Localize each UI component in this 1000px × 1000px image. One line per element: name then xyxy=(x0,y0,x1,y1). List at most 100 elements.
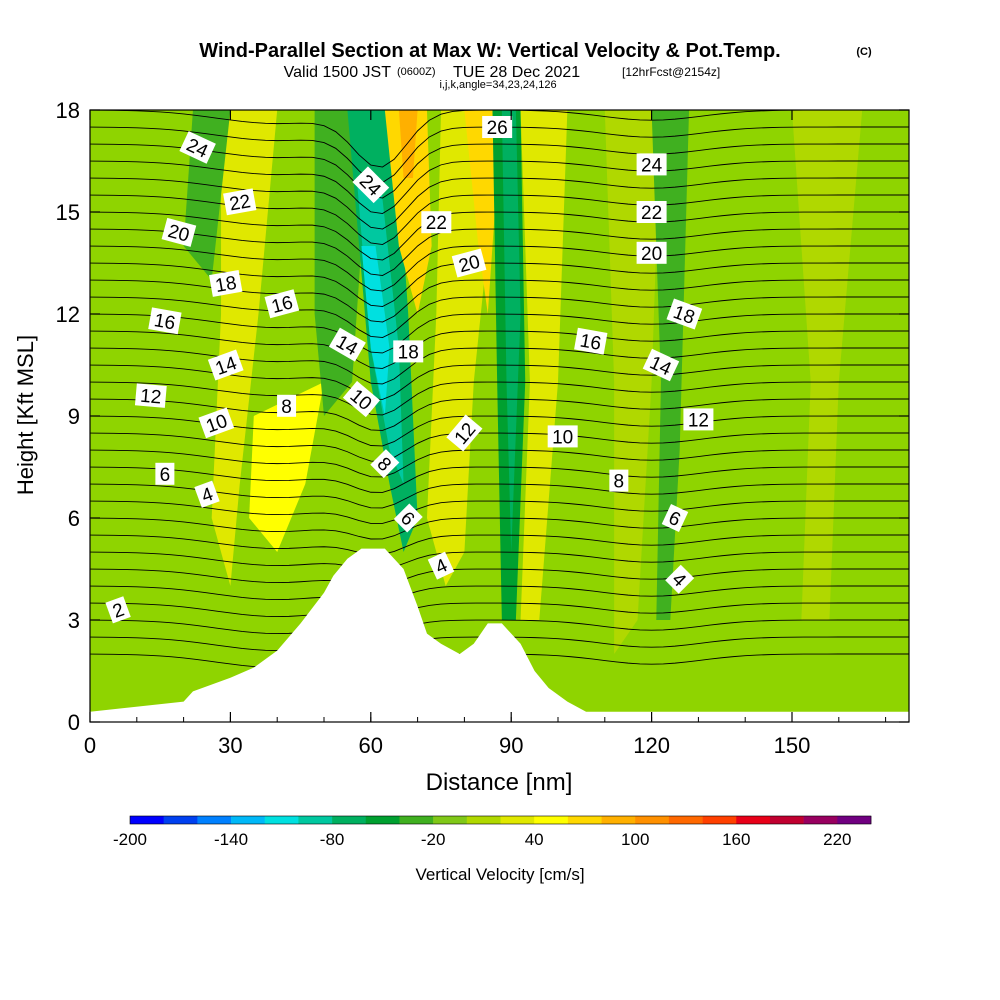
grid-info: i,j,k,angle=34,23,24,126 xyxy=(439,79,556,91)
contour-label-box xyxy=(352,166,390,204)
colorbar-tick-label: -80 xyxy=(320,830,345,849)
theta-contour xyxy=(90,619,909,635)
contour-label-box xyxy=(421,211,452,234)
contour-label-box xyxy=(683,408,714,431)
x-tick-label: 120 xyxy=(633,733,670,758)
colorbar-swatch xyxy=(702,816,737,824)
contour-label-box xyxy=(223,188,257,216)
valid-prefix: Valid 1500 JST xyxy=(284,64,392,81)
contour-label: 2 xyxy=(105,596,131,624)
contour-label: 22 xyxy=(636,201,667,224)
contour-label-box xyxy=(547,425,578,448)
contour-label-box xyxy=(666,298,703,330)
contour-label: 12 xyxy=(683,408,714,431)
contour-label-box xyxy=(264,289,300,319)
contour-label-box xyxy=(393,340,424,363)
theta-contour xyxy=(90,330,909,369)
colorbar: -200 -140 -80 -20 40 100 160 220 xyxy=(113,815,872,849)
band-updraft-peak xyxy=(398,110,418,178)
colorbar-swatch xyxy=(197,816,232,824)
contour-label-text: 12 xyxy=(688,410,709,431)
contour-label-text: 6 xyxy=(160,465,171,486)
y-tick-label: 6 xyxy=(68,506,80,531)
contour-label: 8 xyxy=(277,394,297,418)
contour-label-box xyxy=(446,414,483,452)
x-tick-label: 150 xyxy=(774,733,811,758)
colorbar-swatch xyxy=(500,816,535,824)
contour-label-text: 16 xyxy=(578,331,602,355)
contour-label-box xyxy=(370,449,400,479)
contour-label-box xyxy=(194,480,220,508)
contour-label-box xyxy=(342,380,381,418)
contour-label-box xyxy=(661,504,689,532)
colorbar-tick-label: 160 xyxy=(722,830,750,849)
x-axis-label: Distance [nm] xyxy=(426,769,573,796)
contour-label-box xyxy=(482,116,513,138)
colorbar-swatch xyxy=(466,816,501,824)
contour-label-text: 26 xyxy=(487,118,508,139)
theta-contour xyxy=(90,177,909,230)
contour-label-box xyxy=(574,327,608,355)
contour-label-text: 20 xyxy=(641,244,662,265)
contour-label-box xyxy=(665,564,695,594)
forecast-label: [12hrFcst@2154z] xyxy=(622,65,720,79)
contour-label-box xyxy=(105,596,131,624)
contour-label-box xyxy=(161,217,197,247)
contour-label-box xyxy=(207,349,244,381)
colorbar-tick-label: -140 xyxy=(214,830,248,849)
contour-label-box xyxy=(451,248,487,278)
contour-label-text: 18 xyxy=(214,273,238,297)
title-badge: (C) xyxy=(856,46,872,58)
contour-label-text: 18 xyxy=(398,342,419,363)
theta-contour xyxy=(90,449,909,478)
contour-label: 26 xyxy=(482,116,513,139)
colorbar-swatch xyxy=(365,816,400,824)
valid-date: TUE 28 Dec 2021 xyxy=(453,64,580,81)
y-tick-label: 0 xyxy=(68,710,80,735)
theta-contour xyxy=(90,432,909,462)
contour-label-box xyxy=(198,407,235,439)
contour-label-box xyxy=(636,153,667,176)
contour-label: 20 xyxy=(636,241,667,265)
contour-label: 6 xyxy=(155,462,175,486)
contour-label: 20 xyxy=(161,217,197,247)
colorbar-tick-label: 100 xyxy=(621,830,649,849)
colorbar-tick-label: 220 xyxy=(823,830,851,849)
y-tick-label: 3 xyxy=(68,608,80,633)
contour-label-box xyxy=(277,394,297,417)
theta-contour xyxy=(90,602,909,618)
theta-contour xyxy=(90,534,909,556)
contour-label: 4 xyxy=(427,551,455,580)
colorbar-swatch xyxy=(298,816,333,824)
contour-label-text: 16 xyxy=(152,310,176,334)
colorbar-swatch xyxy=(601,816,636,824)
band-updraft-north xyxy=(384,110,432,314)
colorbar-swatch xyxy=(567,816,602,824)
colorbar-label: Vertical Velocity [cm/s] xyxy=(415,865,584,884)
x-tick-label: 90 xyxy=(499,733,523,758)
theta-contour xyxy=(90,313,909,354)
contour-label-box xyxy=(148,307,182,335)
theta-contour xyxy=(90,296,909,338)
theta-contour xyxy=(90,500,909,524)
theta-contour xyxy=(90,211,909,261)
theta-contour xyxy=(90,466,909,493)
colorbar-swatch xyxy=(668,816,703,824)
colorbar-tick-label: -20 xyxy=(421,830,446,849)
theta-contour xyxy=(90,143,909,199)
contour-label: 12 xyxy=(134,383,167,408)
contour-label-box xyxy=(155,462,175,485)
colorbar-tick-label: 40 xyxy=(525,830,544,849)
theta-contour xyxy=(90,245,909,292)
colorbar-swatch xyxy=(399,816,434,824)
y-tick-label: 9 xyxy=(68,404,80,429)
contour-label: 10 xyxy=(547,425,578,448)
colorbar-swatch xyxy=(130,816,164,824)
contour-label-text: 22 xyxy=(228,191,252,215)
y-axis-label: Height [Kft MSL] xyxy=(13,335,38,495)
contour-label-box xyxy=(393,503,423,533)
contour-label: 22 xyxy=(223,188,257,216)
colorbar-frame xyxy=(129,815,872,825)
contour-label: 24 xyxy=(636,153,667,176)
